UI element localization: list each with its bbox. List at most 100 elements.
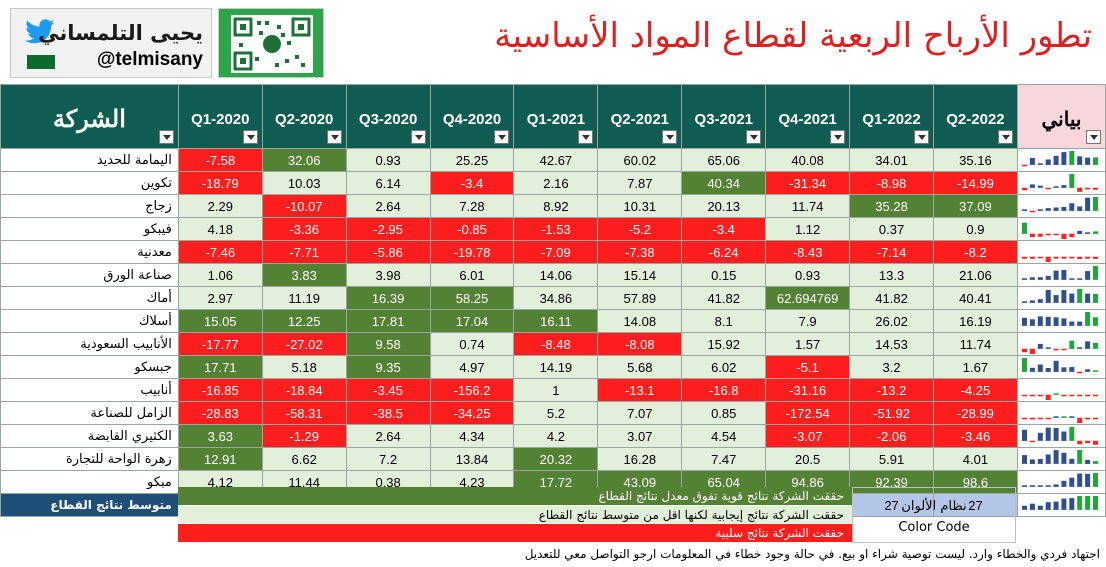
earnings-cell[interactable]: 11.19	[261, 286, 347, 310]
earnings-cell[interactable]: 11.74	[765, 194, 851, 218]
earnings-cell[interactable]: 6.02	[681, 355, 767, 379]
company-name[interactable]: الكثيري القابضة	[0, 424, 179, 448]
earnings-cell[interactable]: -8.2	[933, 240, 1018, 264]
company-name[interactable]: جبسكو	[0, 355, 179, 379]
earnings-cell[interactable]: 5.91	[849, 447, 934, 471]
earnings-cell[interactable]: 1.67	[933, 355, 1018, 379]
earnings-cell[interactable]: 0.9	[933, 217, 1018, 241]
earnings-cell[interactable]: 10.03	[261, 171, 347, 195]
earnings-cell[interactable]: 0.15	[681, 263, 767, 287]
earnings-cell[interactable]: -27.02	[261, 332, 347, 356]
earnings-cell[interactable]: -0.85	[429, 217, 515, 241]
earnings-cell[interactable]: 14.08	[597, 309, 683, 333]
earnings-cell[interactable]: -3.4	[681, 217, 767, 241]
earnings-cell[interactable]: 7.9	[765, 309, 851, 333]
earnings-cell[interactable]: 34.86	[513, 286, 599, 310]
earnings-cell[interactable]: 3.63	[177, 424, 263, 448]
earnings-cell[interactable]: 4.18	[177, 217, 263, 241]
earnings-cell[interactable]: 3.83	[261, 263, 347, 287]
earnings-cell[interactable]: 9.35	[345, 355, 431, 379]
earnings-cell[interactable]: -8.08	[597, 332, 683, 356]
earnings-cell[interactable]: 5.18	[261, 355, 347, 379]
earnings-cell[interactable]: 16.19	[933, 309, 1018, 333]
filter-dropdown-icon[interactable]	[1086, 130, 1101, 144]
earnings-cell[interactable]: 4.97	[429, 355, 515, 379]
earnings-cell[interactable]: 4.2	[513, 424, 599, 448]
company-name[interactable]: معدنية	[0, 240, 179, 264]
chart-column-header[interactable]: بياني	[1016, 84, 1106, 149]
earnings-cell[interactable]: -5.2	[597, 217, 683, 241]
quarter-header[interactable]: Q1-2020	[177, 84, 263, 149]
earnings-cell[interactable]: 12.91	[177, 447, 263, 471]
earnings-cell[interactable]: 1.57	[765, 332, 851, 356]
earnings-cell[interactable]: -8.98	[849, 171, 934, 195]
quarter-header[interactable]: Q3-2021	[681, 84, 767, 149]
earnings-cell[interactable]: -3.46	[933, 424, 1018, 448]
earnings-cell[interactable]: -28.83	[177, 401, 263, 425]
earnings-cell[interactable]: 4.54	[681, 424, 767, 448]
earnings-cell[interactable]: 2.29	[177, 194, 263, 218]
earnings-cell[interactable]: 1	[513, 378, 599, 402]
quarter-header[interactable]: Q2-2021	[597, 84, 683, 149]
earnings-cell[interactable]: 7.2	[345, 447, 431, 471]
company-name[interactable]: الزامل للصناعة	[0, 401, 179, 425]
earnings-cell[interactable]: -3.4	[429, 171, 515, 195]
earnings-cell[interactable]: 40.34	[681, 171, 767, 195]
earnings-cell[interactable]: 65.06	[681, 148, 767, 172]
earnings-cell[interactable]: -18.79	[177, 171, 263, 195]
earnings-cell[interactable]: -13.1	[597, 378, 683, 402]
earnings-cell[interactable]: -4.25	[933, 378, 1018, 402]
filter-dropdown-icon[interactable]	[914, 130, 929, 144]
earnings-cell[interactable]: -3.45	[345, 378, 431, 402]
earnings-cell[interactable]: 41.82	[849, 286, 934, 310]
earnings-cell[interactable]: 20.13	[681, 194, 767, 218]
quarter-header[interactable]: Q3-2020	[345, 84, 431, 149]
company-name[interactable]: اليمامة للحديد	[0, 148, 179, 172]
earnings-cell[interactable]: 13.84	[429, 447, 515, 471]
earnings-cell[interactable]: -3.07	[765, 424, 851, 448]
earnings-cell[interactable]: -14.99	[933, 171, 1018, 195]
earnings-cell[interactable]: 6.14	[345, 171, 431, 195]
earnings-cell[interactable]: 12.25	[261, 309, 347, 333]
filter-dropdown-icon[interactable]	[746, 130, 762, 144]
earnings-cell[interactable]: -7.71	[261, 240, 347, 264]
filter-dropdown-icon[interactable]	[410, 130, 426, 144]
earnings-cell[interactable]: 7.07	[597, 401, 683, 425]
earnings-cell[interactable]: -28.99	[933, 401, 1018, 425]
earnings-cell[interactable]: 17.81	[345, 309, 431, 333]
earnings-cell[interactable]: -1.53	[513, 217, 599, 241]
earnings-cell[interactable]: 35.16	[933, 148, 1018, 172]
earnings-cell[interactable]: -51.92	[849, 401, 934, 425]
company-name[interactable]: الأنابيب السعودية	[0, 332, 179, 356]
earnings-cell[interactable]: 25.25	[429, 148, 515, 172]
earnings-cell[interactable]: -7.46	[177, 240, 263, 264]
earnings-cell[interactable]: -8.48	[513, 332, 599, 356]
company-name[interactable]: زهرة الواحة للتجارة	[0, 447, 179, 471]
earnings-cell[interactable]: 57.89	[597, 286, 683, 310]
earnings-cell[interactable]: 40.41	[933, 286, 1018, 310]
earnings-cell[interactable]: 7.47	[681, 447, 767, 471]
earnings-cell[interactable]: 0.85	[681, 401, 767, 425]
filter-dropdown-icon[interactable]	[662, 130, 678, 144]
filter-dropdown-icon[interactable]	[158, 130, 174, 144]
filter-dropdown-icon[interactable]	[578, 130, 594, 144]
earnings-cell[interactable]: 41.82	[681, 286, 767, 310]
earnings-cell[interactable]: -2.06	[849, 424, 934, 448]
filter-dropdown-icon[interactable]	[997, 130, 1013, 144]
company-name[interactable]: أماك	[0, 286, 179, 310]
earnings-cell[interactable]: 8.92	[513, 194, 599, 218]
earnings-cell[interactable]: -58.31	[261, 401, 347, 425]
earnings-cell[interactable]: 5.68	[597, 355, 683, 379]
earnings-cell[interactable]: 26.02	[849, 309, 934, 333]
earnings-cell[interactable]: 58.25	[429, 286, 515, 310]
quarter-header[interactable]: Q2-2020	[261, 84, 347, 149]
earnings-cell[interactable]: 3.98	[345, 263, 431, 287]
earnings-cell[interactable]: 3.07	[597, 424, 683, 448]
earnings-cell[interactable]: 42.67	[513, 148, 599, 172]
earnings-cell[interactable]: -7.38	[597, 240, 683, 264]
earnings-cell[interactable]: 7.87	[597, 171, 683, 195]
earnings-cell[interactable]: -7.09	[513, 240, 599, 264]
earnings-cell[interactable]: -10.07	[261, 194, 347, 218]
earnings-cell[interactable]: 1.12	[765, 217, 851, 241]
earnings-cell[interactable]: -13.2	[849, 378, 934, 402]
